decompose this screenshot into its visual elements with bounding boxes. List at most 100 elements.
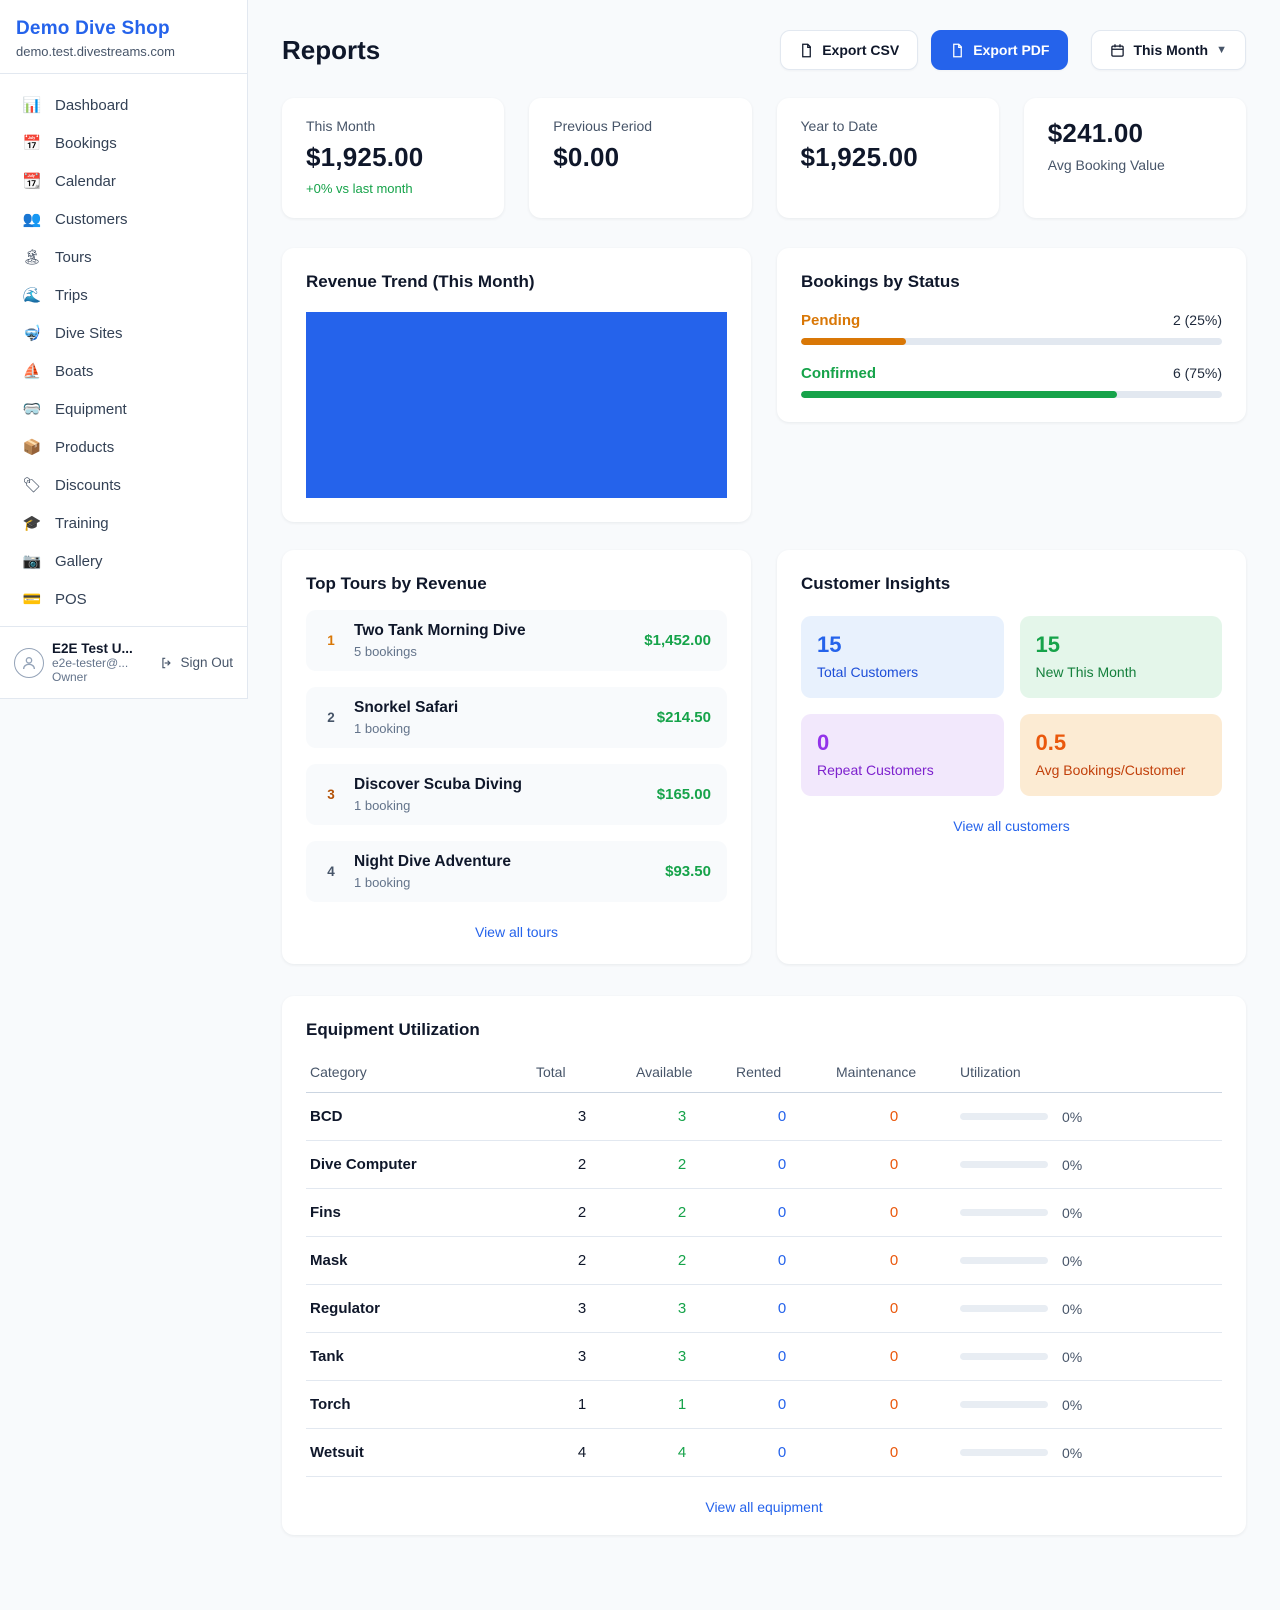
insight-label: Avg Bookings/Customer [1035, 762, 1186, 778]
sidebar-item-label: Customers [55, 210, 128, 228]
insight-label: New This Month [1035, 664, 1137, 680]
sidebar-item-training[interactable]: 🎓 Training [10, 504, 237, 542]
sidebar-item-label: Tours [55, 248, 92, 266]
export-csv-button[interactable]: Export CSV [780, 30, 919, 70]
sidebar-item-discounts[interactable]: 🏷 Discounts [10, 466, 237, 504]
sidebar-item-trips[interactable]: 🌊 Trips [10, 276, 237, 314]
utilization-bar [960, 1449, 1048, 1456]
gallery-icon: 📷 [22, 553, 42, 570]
table-row: Wetsuit 4 4 0 0 0% [306, 1428, 1222, 1477]
sidebar-item-label: Trips [55, 286, 88, 304]
sidebar-item-pos[interactable]: 💳 POS [10, 580, 237, 618]
table-row: Dive Computer 2 2 0 0 0% [306, 1140, 1222, 1189]
sidebar-item-label: Dashboard [55, 96, 129, 114]
sidebar-item-boats[interactable]: ⛵ Boats [10, 352, 237, 390]
sidebar-item-gallery[interactable]: 📷 Gallery [10, 542, 237, 580]
user-section: E2E Test U... e2e-tester@... Owner Sign … [0, 626, 247, 698]
tour-name: Two Tank Morning Dive [354, 622, 526, 639]
tour-row: 1 Two Tank Morning Dive 5 bookings $1,45… [306, 610, 727, 671]
tour-row: 3 Discover Scuba Diving 1 booking $165.0… [306, 764, 727, 825]
table-row: Fins 2 2 0 0 0% [306, 1188, 1222, 1237]
stat-card-avg-booking-value: $241.00 Avg Booking Value [1023, 98, 1246, 218]
col-utilization: Utilization [956, 1054, 1222, 1093]
sign-out-button[interactable]: Sign Out [160, 655, 233, 670]
sidebar-item-dive-sites[interactable]: 🤿 Dive Sites [10, 314, 237, 352]
status-label: Confirmed [801, 365, 876, 382]
insight-new-this-month: 15 New This Month [1019, 616, 1222, 698]
stat-label: This Month [306, 118, 376, 134]
calendar-icon [1110, 43, 1125, 58]
insight-repeat-customers: 0 Repeat Customers [801, 714, 1004, 796]
equipment-icon: 🥽 [22, 401, 42, 418]
tour-amount: $93.50 [665, 863, 711, 880]
sign-out-label: Sign Out [180, 655, 233, 670]
stat-card-previous-period: Previous Period $0.00 [529, 98, 752, 218]
tour-bookings: 1 booking [354, 798, 411, 813]
progress-track [801, 338, 1222, 345]
progress-fill [801, 391, 1117, 398]
tour-rank: 3 [327, 787, 335, 802]
utilization-bar [960, 1257, 1048, 1264]
sidebar-item-label: POS [55, 590, 87, 608]
tour-amount: $1,452.00 [644, 632, 711, 649]
sidebar-item-customers[interactable]: 👥 Customers [10, 200, 237, 238]
insight-value: 0 [817, 730, 830, 755]
app-root: Demo Dive Shop demo.test.divestreams.com… [0, 0, 1246, 1535]
customers-icon: 👥 [22, 211, 42, 228]
col-total: Total [532, 1054, 632, 1093]
tour-bookings: 1 booking [354, 721, 411, 736]
tour-row: 4 Night Dive Adventure 1 booking $93.50 [306, 841, 727, 902]
tour-name: Night Dive Adventure [354, 853, 512, 870]
sidebar-item-calendar[interactable]: 📆 Calendar [10, 162, 237, 200]
view-all-customers-link[interactable]: View all customers [953, 818, 1070, 834]
status-label: Pending [801, 312, 861, 329]
revenue-bar [306, 312, 727, 498]
shop-name: Demo Dive Shop [16, 18, 170, 39]
progress-fill [801, 338, 907, 345]
tour-info: Two Tank Morning Dive 5 bookings [354, 622, 630, 659]
page-header: Reports Export CSV E [282, 30, 1246, 70]
status-head: Pending 2 (25%) [801, 312, 1222, 329]
top-tours-title: Top Tours by Revenue [306, 574, 487, 593]
sidebar-item-dashboard[interactable]: 📊 Dashboard [10, 86, 237, 124]
period-label: This Month [1133, 42, 1209, 58]
shop-domain: demo.test.divestreams.com [16, 44, 175, 59]
tour-bookings: 5 bookings [354, 644, 417, 659]
export-pdf-button[interactable]: Export PDF [931, 30, 1069, 70]
equipment-table: Category Total Available Rented Maintena… [306, 1054, 1222, 1477]
insight-value: 15 [1035, 632, 1060, 657]
stat-label: Avg Booking Value [1047, 157, 1165, 173]
sidebar-item-equipment[interactable]: 🥽 Equipment [10, 390, 237, 428]
sidebar-item-label: Discounts [55, 476, 121, 494]
stat-delta: +0% vs last month [306, 181, 413, 196]
dashboard-icon: 📊 [22, 97, 42, 114]
sidebar-item-bookings[interactable]: 📅 Bookings [10, 124, 237, 162]
sidebar-item-tours[interactable]: 🏝 Tours [10, 238, 237, 276]
tour-bookings: 1 booking [354, 875, 411, 890]
customer-insights-title: Customer Insights [801, 574, 951, 593]
col-category: Category [306, 1054, 532, 1093]
user-email: e2e-tester@... [52, 656, 129, 670]
sidebar-item-label: Calendar [55, 172, 116, 190]
equipment-utilization-card: Equipment Utilization Category Total Ava… [282, 996, 1246, 1535]
sidebar-item-label: Dive Sites [55, 324, 123, 342]
products-icon: 📦 [22, 439, 42, 456]
col-maintenance: Maintenance [832, 1054, 956, 1093]
period-select[interactable]: This Month ▼ [1091, 30, 1246, 70]
user-name: E2E Test U... [52, 641, 133, 656]
sidebar-item-products[interactable]: 📦 Products [10, 428, 237, 466]
col-rented: Rented [732, 1054, 832, 1093]
view-all-equipment-link[interactable]: View all equipment [705, 1499, 823, 1515]
utilization-bar [960, 1113, 1048, 1120]
training-icon: 🎓 [22, 515, 42, 532]
equipment-title: Equipment Utilization [306, 1020, 480, 1039]
tour-info: Discover Scuba Diving 1 booking [354, 776, 643, 813]
insight-label: Total Customers [817, 664, 919, 680]
tour-info: Night Dive Adventure 1 booking [354, 853, 651, 890]
bookings-icon: 📅 [22, 135, 42, 152]
table-row: Torch 1 1 0 0 0% [306, 1380, 1222, 1429]
table-row: Regulator 3 3 0 0 0% [306, 1284, 1222, 1333]
revenue-trend-card: Revenue Trend (This Month) [282, 248, 751, 522]
view-all-tours-link[interactable]: View all tours [474, 924, 558, 940]
bookings-by-status-card: Bookings by Status Pending 2 (25%) Confi… [777, 248, 1246, 422]
